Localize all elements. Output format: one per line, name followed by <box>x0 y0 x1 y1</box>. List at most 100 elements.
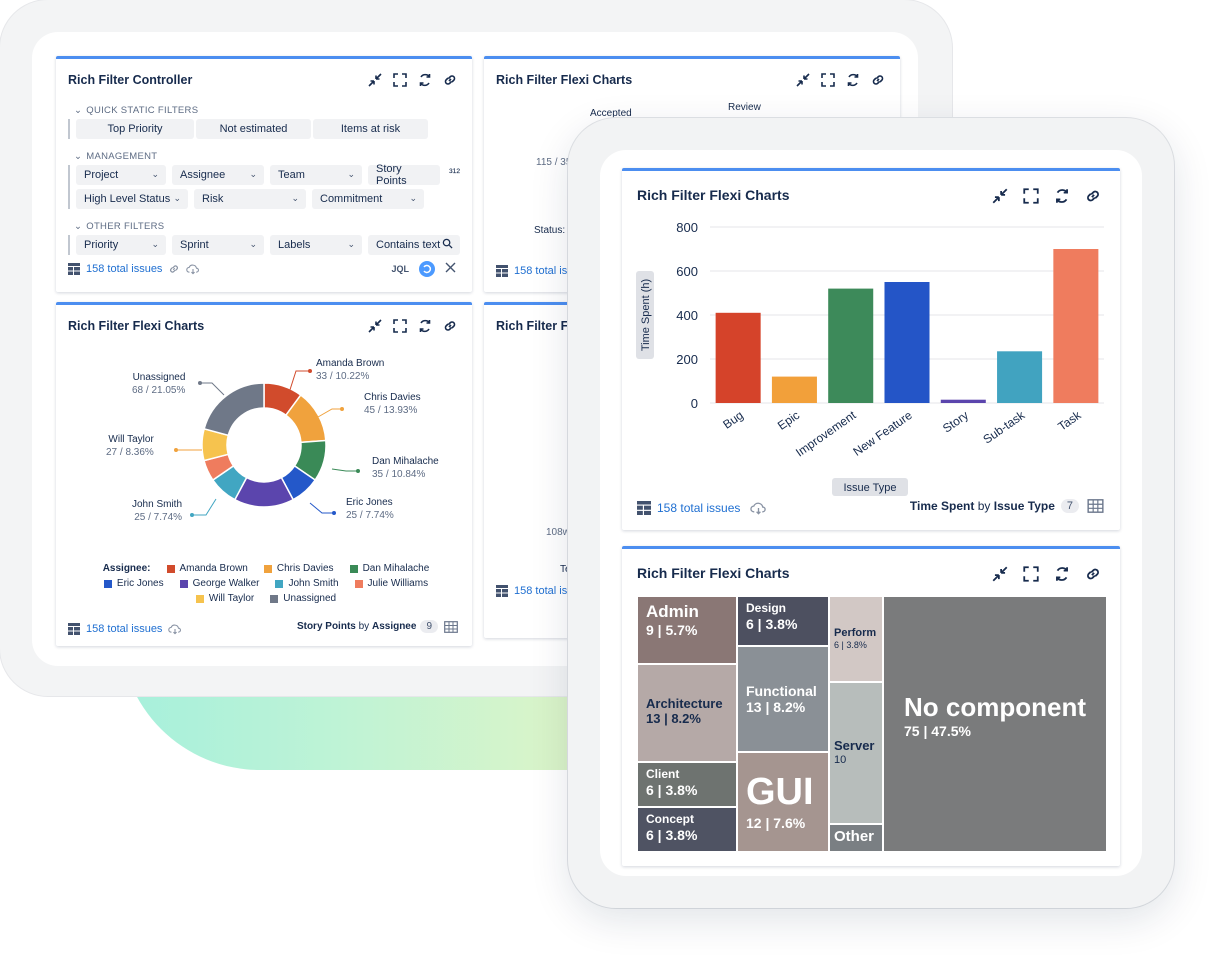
label-value: 33 / 10.22% <box>316 371 370 382</box>
contains-text-input[interactable]: Contains text <box>368 235 460 255</box>
cloud-download-icon[interactable] <box>750 501 767 515</box>
other-filters-heading[interactable]: ⌄ OTHER FILTERS <box>74 221 164 232</box>
link-icon[interactable] <box>1084 565 1102 583</box>
count-badge: 9 <box>420 620 438 633</box>
bar-bug[interactable] <box>715 312 761 403</box>
collapse-icon[interactable] <box>795 72 811 88</box>
y-tick-label: 800 <box>676 220 698 235</box>
risk-dropdown[interactable]: Risk ⌄ <box>194 189 306 209</box>
treemap-cell-gui[interactable]: GUI 12 | 7.6% <box>737 752 829 852</box>
legend-item[interactable]: Julie Williams <box>354 578 428 589</box>
dropdown-label: Assignee <box>180 169 226 181</box>
legend-item[interactable]: Dan Mihalache <box>349 563 429 574</box>
legend-item[interactable]: Will Taylor <box>195 593 254 604</box>
filter-not-estimated[interactable]: Not estimated <box>196 119 311 139</box>
bar-story[interactable] <box>940 399 986 403</box>
fullscreen-icon[interactable] <box>392 318 408 334</box>
treemap-cell-server[interactable]: Server 10 <box>829 682 883 824</box>
collapse-icon[interactable] <box>991 187 1009 205</box>
treemap-cell-perform[interactable]: Perform 6 | 3.8% <box>829 596 883 682</box>
fullscreen-icon[interactable] <box>820 72 836 88</box>
card-title: Rich Filter Flexi Charts <box>68 319 205 333</box>
count-label: 115 / 35 <box>536 157 572 168</box>
treemap-cell-no-component[interactable]: No component 75 | 47.5% <box>883 596 1107 852</box>
treemap-cell-architecture[interactable]: Architecture 13 | 8.2% <box>637 664 737 762</box>
legend-item[interactable]: John Smith <box>275 578 339 589</box>
refresh-icon[interactable] <box>1053 187 1071 205</box>
link-icon[interactable] <box>442 318 458 334</box>
refresh-icon[interactable] <box>845 72 861 88</box>
donut-label-amanda: Amanda Brown 33 / 10.22% <box>316 357 384 383</box>
legend-label: Chris Davies <box>276 563 334 574</box>
total-issues-link[interactable]: 158 total iss <box>496 265 573 277</box>
table-icon[interactable] <box>444 620 458 633</box>
quick-static-filters-heading[interactable]: ⌄ QUICK STATIC FILTERS <box>74 105 198 116</box>
fullscreen-icon[interactable] <box>1022 565 1040 583</box>
refresh-icon[interactable] <box>417 72 433 88</box>
bar-sub-task[interactable] <box>997 351 1043 403</box>
treemap-cell-concept[interactable]: Concept 6 | 3.8% <box>637 807 737 852</box>
bar-improvement[interactable] <box>828 288 874 403</box>
sort-numeric-icon[interactable]: ³¹² <box>449 167 460 179</box>
bar-epic[interactable] <box>771 376 817 403</box>
legend-item[interactable]: Eric Jones <box>103 578 164 589</box>
commitment-dropdown[interactable]: Commitment ⌄ <box>312 189 424 209</box>
link-icon[interactable] <box>870 72 886 88</box>
legend-item[interactable]: Unassigned <box>270 593 336 604</box>
filter-top-priority[interactable]: Top Priority <box>76 119 194 139</box>
close-icon[interactable] <box>445 260 456 278</box>
collapse-icon[interactable] <box>367 72 383 88</box>
labels-dropdown[interactable]: Labels ⌄ <box>270 235 362 255</box>
cloud-download-icon[interactable] <box>168 623 182 635</box>
total-issues-link[interactable]: 158 total issues <box>68 623 182 635</box>
donut-slice-unassigned[interactable] <box>203 382 265 437</box>
table-icon[interactable] <box>1087 499 1104 513</box>
fullscreen-icon[interactable] <box>1022 187 1040 205</box>
label-name: Will Taylor <box>108 434 154 445</box>
count-badge: 7 <box>1060 499 1079 513</box>
dropdown-label: Labels <box>278 239 311 251</box>
collapse-icon[interactable] <box>991 565 1009 583</box>
x-tick-label: Task <box>1055 407 1084 433</box>
management-heading[interactable]: ⌄ MANAGEMENT <box>74 151 157 162</box>
project-dropdown[interactable]: Project ⌄ <box>76 165 166 185</box>
component-treemap-card: Rich Filter Flexi Charts Admin 9 | 5.7% A… <box>622 546 1120 866</box>
x-axis-label: Issue Type <box>844 482 897 494</box>
story-points-filter[interactable]: Story Points ³¹² <box>368 163 460 187</box>
refresh-icon[interactable] <box>417 318 433 334</box>
link-icon[interactable] <box>1084 187 1102 205</box>
apply-refresh-button[interactable] <box>419 261 435 277</box>
bar-task[interactable] <box>1053 249 1099 403</box>
chevron-down-icon: ⌄ <box>249 169 257 179</box>
chain-icon[interactable] <box>168 263 180 275</box>
label-name: John Smith <box>132 499 183 510</box>
treemap-cell-functional[interactable]: Functional 13 | 8.2% <box>737 646 829 752</box>
treemap-cell-admin[interactable]: Admin 9 | 5.7% <box>637 596 737 664</box>
jql-toggle[interactable]: JQL <box>391 264 409 274</box>
treemap-cell-design[interactable]: Design 6 | 3.8% <box>737 596 829 646</box>
legend-item[interactable]: Chris Davies <box>263 563 334 574</box>
sprint-dropdown[interactable]: Sprint ⌄ <box>172 235 264 255</box>
high-level-status-dropdown[interactable]: High Level Status ⌄ <box>76 189 188 209</box>
total-issues-link[interactable]: 158 total issues <box>637 501 767 515</box>
treemap-cell-other[interactable]: Other <box>829 824 883 852</box>
assignee-dropdown[interactable]: Assignee ⌄ <box>172 165 264 185</box>
legend-item[interactable]: George Walker <box>179 578 259 589</box>
filter-items-at-risk[interactable]: Items at risk <box>313 119 428 139</box>
cloud-download-icon[interactable] <box>186 263 200 275</box>
leader-line-john <box>192 498 217 516</box>
collapse-icon[interactable] <box>367 318 383 334</box>
fullscreen-icon[interactable] <box>392 72 408 88</box>
bar-new-feature[interactable] <box>884 282 930 403</box>
legend-item[interactable]: Amanda Brown <box>166 563 248 574</box>
donut-legend: Assignee: Amanda Brown Chris Davies Dan Mi… <box>76 563 456 604</box>
priority-dropdown[interactable]: Priority ⌄ <box>76 235 166 255</box>
cell-name: GUI <box>746 771 814 813</box>
team-dropdown[interactable]: Team ⌄ <box>270 165 362 185</box>
link-icon[interactable] <box>442 72 458 88</box>
title-fragment: Te <box>560 564 571 575</box>
refresh-icon[interactable] <box>1053 565 1071 583</box>
treemap-cell-client[interactable]: Client 6 | 3.8% <box>637 762 737 807</box>
total-issues-link[interactable]: 158 total issues <box>68 263 200 275</box>
total-issues-link[interactable]: 158 total iss <box>496 585 573 597</box>
